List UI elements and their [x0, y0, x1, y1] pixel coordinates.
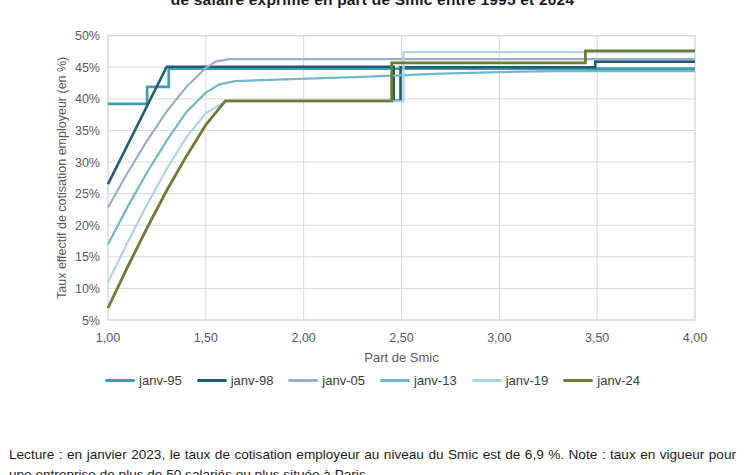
y-tick-label: 5%: [82, 314, 100, 328]
legend-label: janv-95: [139, 373, 182, 388]
legend-item-janv-05: janv-05: [288, 373, 365, 388]
legend-item-janv-95: janv-95: [105, 373, 182, 388]
line-chart: 5% 10% 15% 20% 25% 30% 35% 40% 45% 50% 1,00 1,50 2,0…: [0, 0, 745, 368]
legend-label: janv-19: [506, 373, 549, 388]
x-tick-label: 1,50: [194, 331, 218, 345]
legend-item-janv-24: janv-24: [563, 373, 640, 388]
legend-label: janv-24: [597, 373, 640, 388]
chart-legend: janv-95 janv-98 janv-05 janv-13 janv-19 janv-…: [0, 373, 745, 388]
y-tick-label: 40%: [75, 92, 100, 106]
y-tick-label: 25%: [75, 187, 100, 201]
legend-swatch-icon: [197, 379, 227, 382]
legend-label: janv-05: [322, 373, 365, 388]
legend-swatch-icon: [288, 379, 318, 382]
y-tick-label: 30%: [75, 156, 100, 170]
y-tick-label: 10%: [75, 282, 100, 296]
legend-label: janv-98: [231, 373, 274, 388]
x-tick-label: 1,00: [96, 331, 120, 345]
legend-item-janv-98: janv-98: [197, 373, 274, 388]
y-tick-label: 45%: [75, 61, 100, 75]
x-tick-label: 2,00: [291, 331, 315, 345]
y-tick-label: 15%: [75, 250, 100, 264]
y-tick-label: 20%: [75, 219, 100, 233]
caption-text: Lecture : en janvier 2023, le taux de co…: [9, 445, 736, 475]
x-tick-label: 3,00: [487, 331, 511, 345]
y-axis-title: Taux effectif de cotisation employeur (e…: [55, 57, 69, 299]
chart-page: de salaire exprimé en part de Smic entre…: [0, 0, 745, 475]
x-tick-label: 3,50: [585, 331, 609, 345]
legend-item-janv-13: janv-13: [380, 373, 457, 388]
legend-swatch-icon: [563, 379, 593, 382]
legend-swatch-icon: [472, 379, 502, 382]
x-tick-label: 2,50: [389, 331, 413, 345]
y-tick-label: 35%: [75, 124, 100, 138]
x-tick-label: 4,00: [683, 331, 707, 345]
y-tick-label: 50%: [75, 29, 100, 43]
legend-swatch-icon: [105, 379, 135, 382]
legend-label: janv-13: [414, 373, 457, 388]
legend-swatch-icon: [380, 379, 410, 382]
legend-item-janv-19: janv-19: [472, 373, 549, 388]
x-axis-title: Part de Smic: [364, 350, 439, 365]
